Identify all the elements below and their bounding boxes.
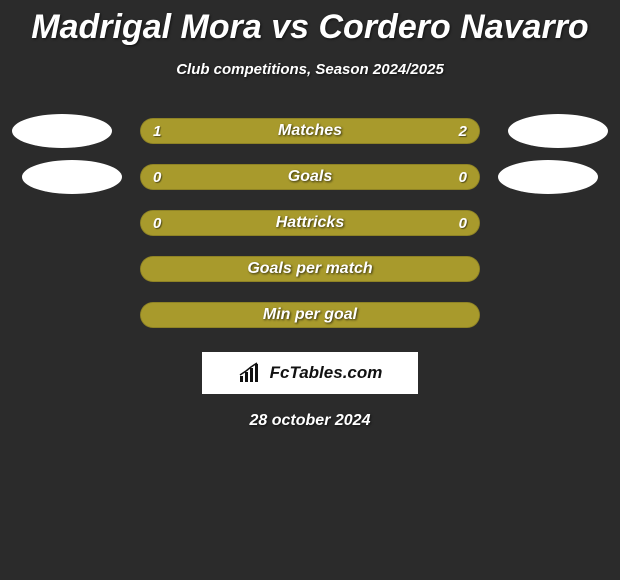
title-player-left: Madrigal Mora [31,8,261,46]
stat-bar: 12Matches [140,118,480,144]
flag-icon [22,160,122,194]
title-vs: vs [271,8,309,46]
stat-label: Min per goal [141,306,479,324]
comparison-row: Min per goal [0,302,620,328]
attribution-text: FcTables.com [270,363,383,383]
stat-bar: Min per goal [140,302,480,328]
chart-icon [238,362,264,384]
stat-bar: 00Goals [140,164,480,190]
stat-label: Hattricks [141,214,479,232]
stat-label: Goals per match [141,260,479,278]
comparison-row: 12Matches [0,118,620,144]
title-player-right: Cordero Navarro [319,8,589,46]
stat-label: Matches [141,122,479,140]
flag-icon [508,114,608,148]
comparison-table: 12Matches 00Goals 00Hattricks Goals per mat… [0,118,620,328]
stat-bar: 00Hattricks [140,210,480,236]
flag-icon [12,114,112,148]
subtitle: Club competitions, Season 2024/2025 [0,61,620,78]
comparison-row: 00Goals [0,164,620,190]
attribution-badge: FcTables.com [202,352,418,394]
comparison-row: 00Hattricks [0,210,620,236]
flag-icon [498,160,598,194]
comparison-row: Goals per match [0,256,620,282]
stat-bar: Goals per match [140,256,480,282]
page-title: Madrigal Mora vs Cordero Navarro [0,0,620,47]
date-label: 28 october 2024 [0,412,620,430]
stat-label: Goals [141,168,479,186]
